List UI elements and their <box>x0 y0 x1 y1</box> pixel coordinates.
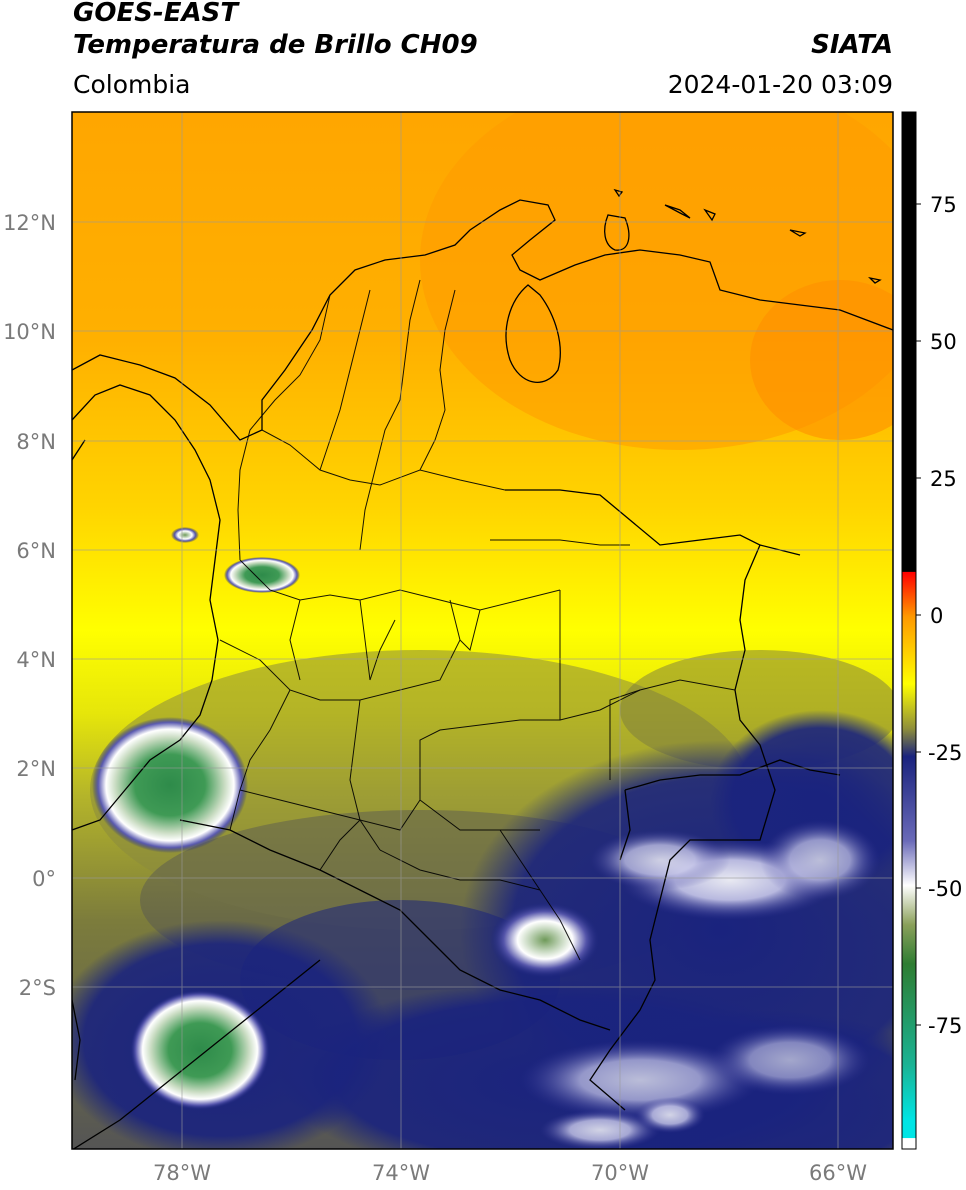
title-line1: GOES-EAST <box>73 0 239 28</box>
colorbar-tick-minus25: -25 <box>928 741 962 765</box>
map-panel <box>72 112 893 1149</box>
colorbar: 75 50 25 0 -25 -50 -75 <box>901 111 962 1150</box>
colorbar-tick-0: 0 <box>930 604 943 628</box>
lat-tick-4n: 4°N <box>16 648 56 672</box>
lat-tick-labels: 12°N 10°N 8°N 6°N 4°N 2°N 0° 2°S <box>3 211 56 1000</box>
colorbar-tick-minus50: -50 <box>928 877 962 901</box>
department-borders <box>219 279 736 961</box>
lon-tick-78w: 78°W <box>153 1161 211 1185</box>
lat-tick-10n: 10°N <box>3 320 56 344</box>
lat-tick-2s: 2°S <box>19 976 56 1000</box>
agency-label: SIATA <box>811 30 893 60</box>
colorbar-tick-25: 25 <box>930 467 957 491</box>
storm-cell-ecuador <box>130 990 270 1110</box>
lon-tick-labels: 78°W 74°W 70°W 66°W <box>153 1161 867 1185</box>
lon-tick-74w: 74°W <box>372 1161 430 1185</box>
lat-tick-0: 0° <box>32 867 56 891</box>
title-line2: Temperatura de Brillo CH09 <box>73 30 478 60</box>
lat-tick-8n: 8°N <box>16 430 56 454</box>
lon-tick-70w: 70°W <box>591 1161 649 1185</box>
coastlines-and-borders <box>72 188 893 1149</box>
colorbar-tick-minus75: -75 <box>928 1014 962 1038</box>
colorbar-tick-50: 50 <box>930 330 957 354</box>
storm-cell-choco <box>224 557 300 593</box>
lon-tick-66w: 66°W <box>809 1161 867 1185</box>
map-frame <box>71 111 894 1150</box>
lat-tick-12n: 12°N <box>3 211 56 235</box>
colorbar-scale <box>902 112 916 1149</box>
storm-cell-pacific <box>92 717 248 853</box>
graticule <box>72 112 893 1149</box>
datetime-label: 2024-01-20 03:09 <box>667 70 893 99</box>
storm-cell-amazon <box>490 902 600 978</box>
lat-tick-6n: 6°N <box>16 539 56 563</box>
region-label: Colombia <box>73 70 191 99</box>
lat-tick-2n: 2°N <box>16 757 56 781</box>
colorbar-tick-75: 75 <box>930 193 957 217</box>
